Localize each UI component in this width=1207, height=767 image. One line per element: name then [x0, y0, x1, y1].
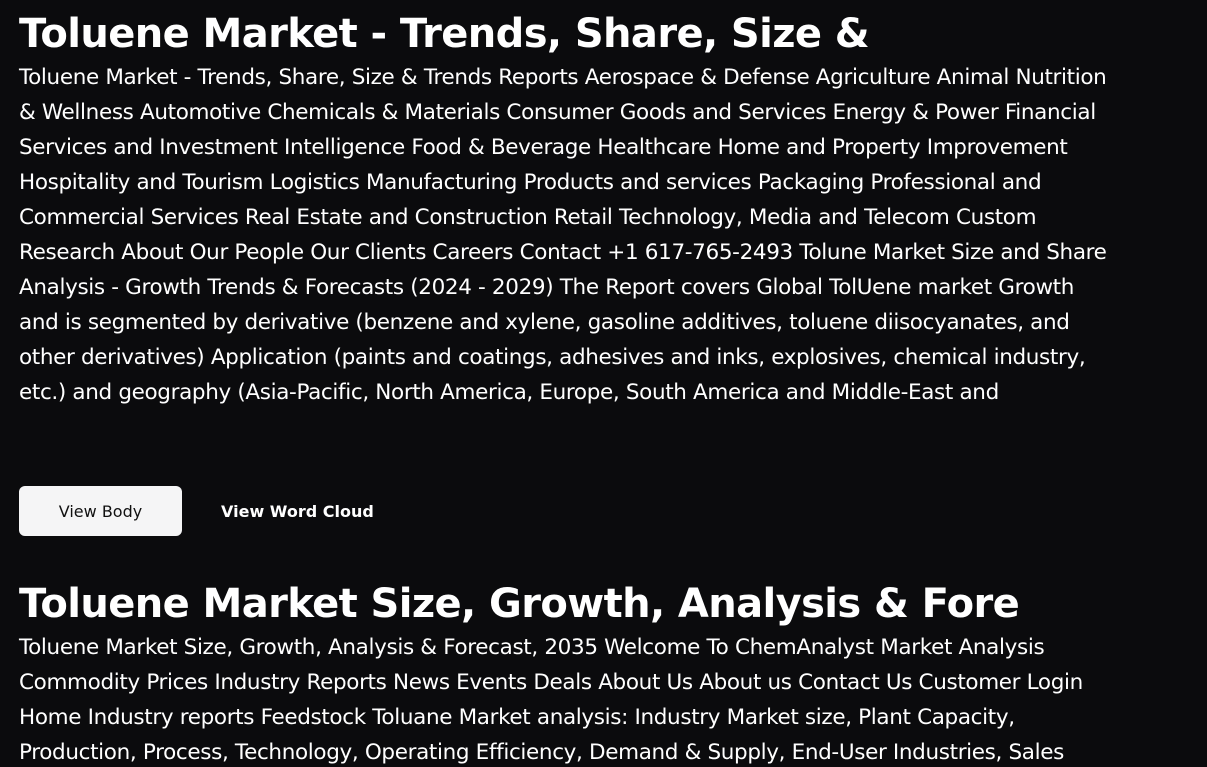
- result-snippet: Toluene Market - Trends, Share, Size & T…: [19, 65, 1107, 405]
- view-word-cloud-button[interactable]: View Word Cloud: [221, 486, 374, 536]
- result-actions: View Body View Word Cloud: [19, 486, 374, 536]
- result-title[interactable]: Toluene Market - Trends, Share, Size &: [19, 11, 870, 57]
- result-item: Toluene Market - Trends, Share, Size & T…: [19, 8, 1139, 410]
- result-snippet: Toluene Market Size, Growth, Analysis & …: [19, 635, 1083, 765]
- result-item: Toluene Market Size, Growth, Analysis & …: [19, 578, 1139, 767]
- result-title[interactable]: Toluene Market Size, Growth, Analysis & …: [19, 581, 1020, 627]
- view-body-button[interactable]: View Body: [19, 486, 182, 536]
